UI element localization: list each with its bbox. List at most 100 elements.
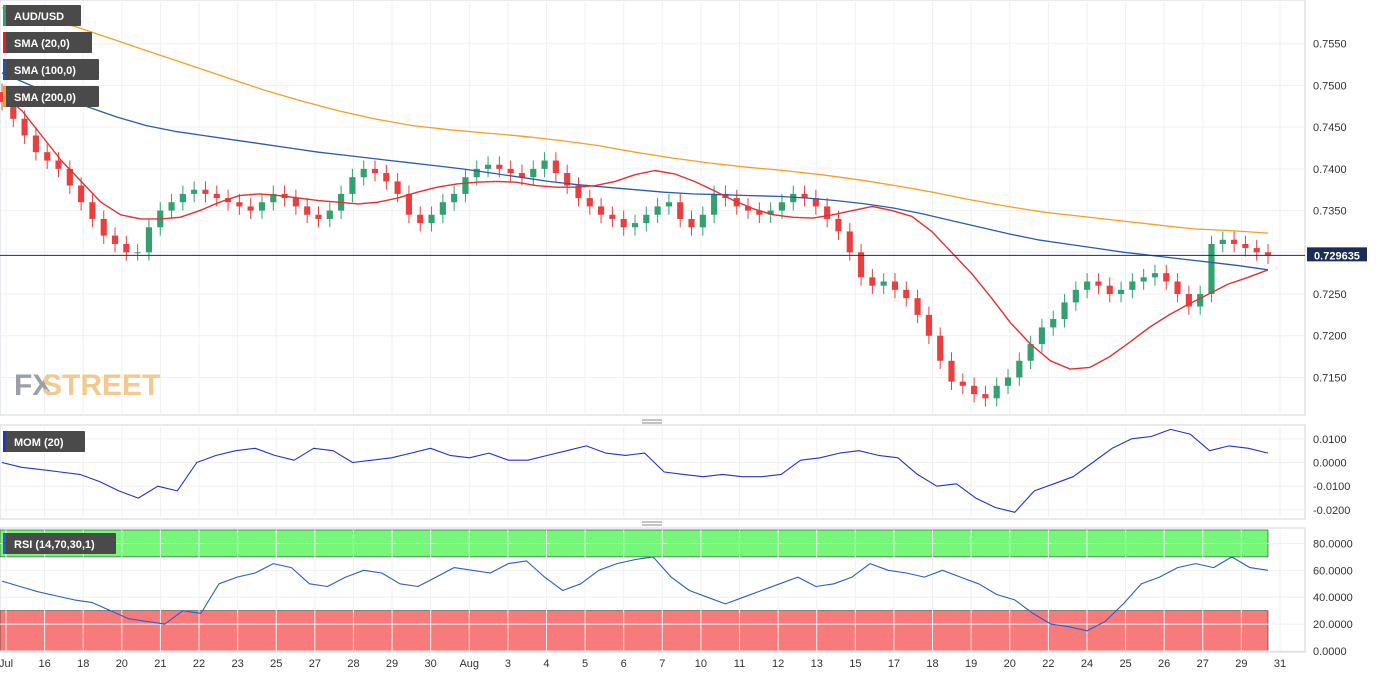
legend-box (3, 431, 85, 452)
candle-body (993, 385, 1000, 399)
price-legend-item: AUD/USD (3, 5, 81, 26)
candle-body (552, 160, 559, 174)
candle-body (857, 252, 865, 278)
candle-body (1197, 294, 1204, 307)
candle-body (1219, 239, 1226, 244)
candle-body (383, 173, 390, 182)
candle-body (247, 206, 254, 211)
candle-body (778, 202, 786, 211)
last-price-badge: 0.729635 (1307, 247, 1367, 262)
candle-body (1253, 248, 1260, 253)
legend-box (3, 86, 99, 107)
candle-body (168, 202, 175, 211)
candle-body (575, 185, 582, 199)
candle-body (55, 160, 62, 169)
price-y-tick-label: 0.7200 (1313, 331, 1347, 343)
x-tick-label: 17 (888, 658, 900, 670)
x-tick-label: 4 (543, 658, 549, 670)
x-tick-label: 15 (849, 658, 861, 670)
candle-body (428, 214, 435, 224)
candle-body (835, 218, 842, 232)
candle-body (1264, 252, 1272, 256)
mom-series-layer (1, 428, 1269, 513)
fxstreet-logo: FX STREET (14, 369, 160, 402)
candle-body (1129, 281, 1136, 290)
rsi-y-tick-label: 0.0000 (1313, 646, 1347, 658)
candle-body (903, 289, 910, 299)
x-tick-label: 29 (1235, 658, 1247, 670)
candle-body (451, 193, 458, 203)
candle-body (937, 335, 944, 361)
logo-fx: FX (14, 369, 52, 402)
mom-y-tick-label: 0.0100 (1313, 434, 1347, 446)
candle-body (1174, 281, 1181, 295)
candle-body (982, 394, 989, 399)
rsi-y-tick-label: 40.0000 (1313, 592, 1353, 604)
candle-body (145, 227, 153, 253)
candle-body (677, 202, 684, 219)
x-tick-label: 5 (582, 658, 588, 670)
x-tick-label: 24 (1081, 658, 1093, 670)
candle-body (971, 385, 978, 395)
candle-body (405, 193, 413, 215)
legend-label: SMA (200,0) (14, 92, 76, 104)
candle-body (258, 202, 266, 211)
candle-body (801, 193, 808, 199)
x-tick-label: 30 (425, 658, 437, 670)
candle-body (462, 177, 469, 194)
candle-body (111, 235, 119, 244)
x-tick-label: 19 (965, 658, 977, 670)
candle-body (744, 206, 752, 211)
candle-body (78, 185, 85, 203)
candle-body (541, 160, 548, 169)
x-tick-label: 18 (77, 658, 89, 670)
price-mom-resize-handle[interactable] (642, 419, 662, 424)
legend-label: SMA (20,0) (14, 38, 70, 50)
candle-body (880, 281, 887, 286)
price-legend-item: SMA (20,0) (3, 32, 92, 53)
x-tick-label: 11 (734, 658, 745, 670)
x-tick-label: 22 (1042, 658, 1054, 670)
x-tick-label: 25 (270, 658, 282, 670)
mom-rsi-resize-handle[interactable] (642, 521, 662, 526)
x-tick-label: 22 (193, 658, 205, 670)
candle-body (371, 168, 379, 174)
x-tick-label: 28 (347, 658, 359, 670)
sma200-line (1, 7, 1269, 234)
price-y-tick-label: 0.7250 (1313, 289, 1347, 301)
price-panel (0, 0, 1306, 416)
price-y-tick-label: 0.7450 (1313, 122, 1347, 134)
mom-line (1, 428, 1269, 513)
candle-body (1140, 277, 1147, 282)
mom-y-tick-label: -0.0200 (1313, 505, 1350, 517)
candle-body (349, 177, 356, 194)
candle-body (824, 206, 831, 219)
candle-body (1231, 239, 1238, 244)
candle-body (326, 210, 333, 219)
legend-box (3, 59, 99, 80)
candle-body (32, 135, 39, 153)
candle-body (213, 193, 220, 199)
x-tick-label: 10 (695, 658, 707, 670)
candle-body (1242, 243, 1249, 249)
candle-body (1050, 319, 1057, 328)
candle-body (699, 214, 706, 228)
x-tick-label: 20 (116, 658, 128, 670)
candle-body (948, 360, 955, 382)
candle-body (586, 198, 593, 207)
candle-body (473, 168, 480, 178)
candle-body (394, 181, 401, 194)
candle-body (1038, 327, 1046, 345)
candle-body (1117, 289, 1125, 295)
price-y-tick-label: 0.7350 (1313, 206, 1347, 218)
candle-body (100, 218, 107, 236)
mom-y-tick-label: 0.0000 (1313, 458, 1347, 470)
legend-label: MOM (20) (14, 437, 64, 449)
candle-body (756, 210, 763, 215)
candle-body (1084, 281, 1091, 290)
candle-body (89, 202, 96, 219)
candle-body (134, 252, 141, 254)
x-tick-label: 27 (309, 658, 321, 670)
candle-body (891, 281, 899, 290)
candle-body (564, 173, 571, 186)
